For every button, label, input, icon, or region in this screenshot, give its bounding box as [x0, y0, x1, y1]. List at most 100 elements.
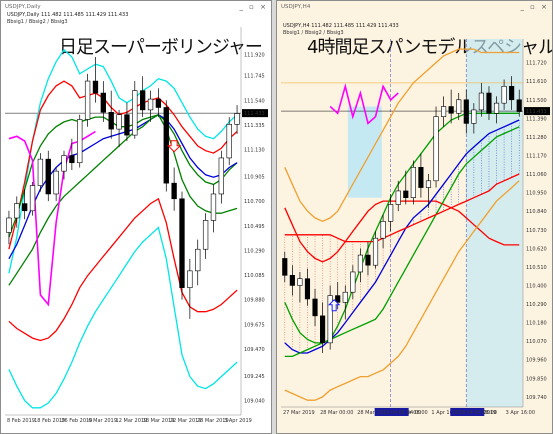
right-candle-body	[471, 109, 477, 124]
left-candle-body	[202, 220, 209, 250]
right-y-tick-label: 109.850	[526, 376, 547, 382]
right-candle-body	[456, 99, 462, 114]
right-candle-body	[289, 275, 295, 286]
left-y-tick-label: 109.245	[244, 374, 265, 380]
left-candle-body	[226, 124, 232, 159]
h4-window-controls[interactable]: _ ▫ ×	[520, 3, 549, 11]
left-candle-body	[53, 170, 59, 195]
daily-indicator-line: Bbsig1 / Bbsig2 / Bbsig3	[7, 19, 68, 25]
right-candle-body	[312, 298, 318, 317]
h4-session-label: 2019.04.03 08:00	[452, 410, 497, 416]
daily-window-controls[interactable]: _ ▫ ×	[239, 3, 268, 11]
h4-symbol-line: USDJPY,H4 111.482 111.485 111.429 111.43…	[283, 23, 399, 29]
left-candle-body	[179, 198, 185, 288]
left-y-tick-label: 111.540	[244, 98, 265, 104]
h4-session-label-bg	[450, 408, 485, 416]
right-candle-body	[282, 258, 288, 276]
right-candle-body	[342, 291, 348, 303]
right-candle-body	[448, 106, 454, 114]
right-candle-body	[297, 278, 303, 286]
left-candle-body	[140, 90, 146, 111]
right-x-tick-label: 1 Apr 16:00	[431, 410, 460, 416]
right-x-tick-label: 28 Mar 00:00	[320, 410, 353, 416]
daily-chart-canvas[interactable]: 111.920 111.745 111.540 111.335 111.130 110.9…	[1, 1, 272, 434]
right-series-line-7	[329, 83, 399, 125]
right-y-tick-label: 111.500	[526, 98, 547, 104]
right-candle-body	[433, 116, 439, 182]
right-candle-body	[327, 295, 333, 344]
left-x-tick-label: 8 Feb 2019	[7, 418, 35, 424]
right-candle-body	[304, 278, 311, 300]
daily-symbol-line: USDJPY,Daily 111.482 111.485 111.429 111…	[7, 12, 129, 18]
h4-window-title: USDJPY,H4	[281, 4, 311, 10]
right-candle-body	[388, 204, 394, 222]
right-candle-body	[425, 180, 432, 188]
right-candle-body	[350, 271, 356, 293]
left-candle-body	[37, 158, 44, 186]
h4-up-arrow	[327, 299, 341, 312]
left-y-tick-label: 109.470	[244, 347, 265, 353]
left-candle-body	[14, 203, 20, 219]
left-series-line-4	[8, 113, 238, 286]
left-series-line-5	[8, 197, 238, 342]
left-candle-body	[124, 114, 130, 136]
left-series-line-2	[8, 113, 238, 238]
right-price-tag: 111.433	[526, 109, 547, 115]
h4-chart-canvas[interactable]: 111.720 111.610 111.500 111.390 111.280 111.1…	[277, 1, 553, 434]
right-candle-body	[410, 166, 416, 198]
right-y-tick-label: 110.180	[526, 321, 547, 327]
left-x-tick-label: 22 Mar 2019	[170, 418, 202, 424]
right-y-tick-label: 111.170	[526, 153, 547, 159]
h4-session-area	[466, 39, 523, 407]
left-candle-body	[77, 119, 83, 164]
h4-session-label: 2019.04.01 04:00	[377, 410, 422, 416]
left-y-tick-label: 110.495	[244, 224, 265, 230]
left-x-tick-label: 26 Feb 2019	[61, 418, 92, 424]
left-y-tick-label: 110.700	[244, 199, 265, 205]
left-x-tick-label: 18 Mar 2019	[143, 418, 175, 424]
right-candle-body	[441, 106, 447, 117]
left-price-tag: 111.433	[244, 111, 265, 117]
left-series-line-0	[8, 48, 238, 274]
left-x-tick-label: 28 Mar 2019	[197, 418, 229, 424]
h4-chart-window[interactable]: USDJPY,H4 USDJPY,H4 111.482 111.485 111.…	[276, 0, 553, 434]
right-series-line-3	[284, 119, 520, 354]
left-candle-body	[45, 158, 51, 195]
left-candle-body	[116, 114, 122, 130]
right-y-tick-label: 110.730	[526, 228, 547, 234]
left-candle-body	[171, 182, 177, 200]
daily-chart-window[interactable]: USDJPY,Daily USDJPY,Daily 111.482 111.48…	[0, 0, 272, 434]
right-y-tick-label: 109.740	[526, 395, 547, 401]
left-y-tick-label: 110.905	[244, 175, 265, 181]
h4-session-label-bg	[374, 408, 409, 416]
left-candle-body	[61, 155, 67, 172]
left-candle-body	[234, 113, 240, 125]
left-candle-body	[6, 217, 12, 233]
left-candle-body	[100, 92, 106, 113]
left-candle-body	[69, 155, 75, 164]
daily-heading: 日足スーパーボリンジャー	[59, 37, 263, 58]
left-candle-body	[210, 193, 217, 221]
left-x-tick-label: 3 Apr 2019	[224, 418, 252, 424]
right-y-tick-label: 111.280	[526, 135, 547, 141]
right-series-line-1	[284, 200, 520, 263]
left-x-tick-label: 6 Mar 2019	[88, 418, 117, 424]
right-y-tick-label: 110.400	[526, 283, 547, 289]
right-candle-body	[493, 102, 500, 114]
right-candle-body	[418, 166, 424, 188]
right-y-tick-label: 110.620	[526, 246, 547, 252]
right-series-line-6	[284, 180, 520, 401]
right-candle-body	[357, 254, 363, 273]
right-candle-body	[516, 99, 522, 112]
left-candle-body	[84, 80, 91, 120]
left-candle-body	[218, 157, 224, 195]
left-y-tick-label: 111.745	[244, 74, 265, 80]
left-series-line-7	[8, 130, 96, 307]
left-candle-body	[147, 98, 154, 111]
right-candle-body	[372, 237, 379, 266]
left-price-tag-bg	[242, 109, 268, 118]
left-y-tick-label: 109.880	[244, 298, 265, 304]
right-candle-body	[501, 85, 507, 104]
right-series-line-0	[284, 48, 520, 223]
right-candle-body	[395, 190, 401, 205]
